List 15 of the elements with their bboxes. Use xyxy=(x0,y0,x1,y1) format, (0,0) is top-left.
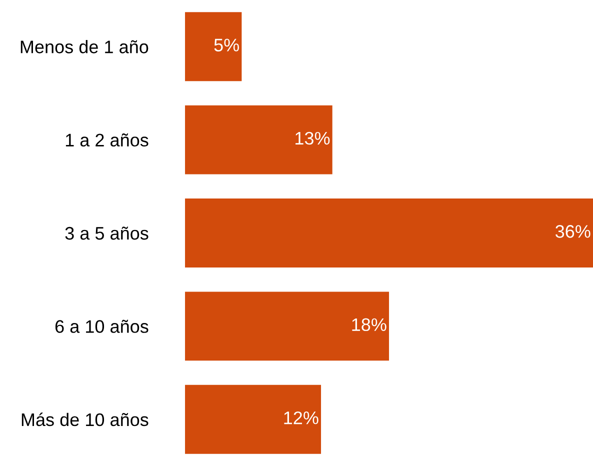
data-label: 12% xyxy=(284,411,318,424)
y-tick-label: Menos de 1 año xyxy=(20,40,148,54)
bar xyxy=(185,198,593,268)
data-label: 18% xyxy=(352,318,386,332)
data-label: 5% xyxy=(214,38,239,52)
bar xyxy=(185,105,332,174)
bar xyxy=(185,292,390,361)
y-tick-label: 6 a 10 años xyxy=(55,320,148,333)
bar xyxy=(185,384,322,454)
data-label: 36% xyxy=(556,225,590,238)
y-tick-label: 3 a 5 años xyxy=(65,226,148,240)
y-tick-label: Más de 10 años xyxy=(22,412,148,426)
bar xyxy=(185,12,242,82)
y-tick-label: 1 a 2 años xyxy=(66,133,148,147)
data-label: 13% xyxy=(296,132,330,145)
